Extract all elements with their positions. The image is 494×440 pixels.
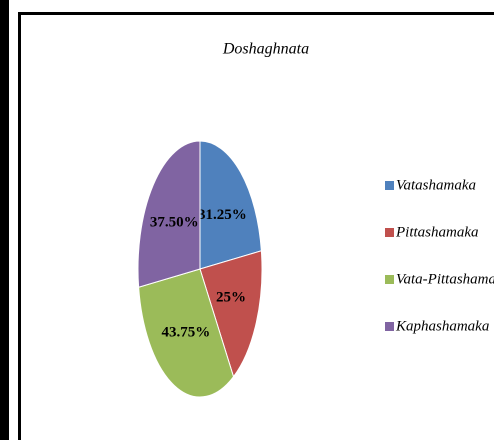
chart-title: Doshaghnata	[222, 41, 309, 58]
legend-swatch	[385, 181, 394, 190]
legend-label: Pittashamaka	[395, 224, 479, 240]
legend-swatch	[385, 228, 394, 237]
data-label: 43.75%	[161, 324, 210, 340]
pie-slice	[137, 140, 201, 288]
pie-slice	[138, 268, 235, 398]
data-label: 31.25%	[198, 207, 247, 223]
data-label: 37.50%	[150, 214, 199, 230]
left-edge	[0, 0, 9, 440]
legend: Vatashamaka Pittashamaka Vata-Pittashamaka…	[385, 177, 494, 334]
pie: 31.25% 25% 43.75% 37.50%	[137, 140, 263, 398]
legend-label: Vatashamaka	[396, 177, 476, 193]
pie-slice	[199, 250, 263, 378]
legend-label: Vata-Pittashamaka	[396, 271, 494, 287]
data-label: 25%	[216, 290, 246, 306]
legend-swatch	[385, 322, 394, 331]
pie-slice	[199, 140, 262, 270]
legend-swatch	[385, 275, 394, 284]
legend-label: Kaphashamaka	[395, 318, 489, 334]
